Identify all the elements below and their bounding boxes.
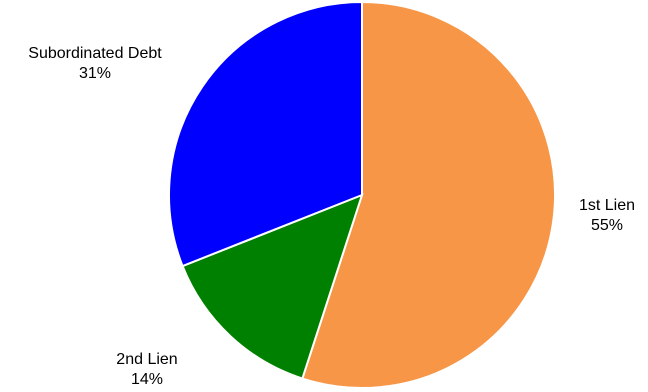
slice-label-1st-lien: 1st Lien 55% — [579, 197, 635, 234]
labels-layer: 1st Lien 55% 2nd Lien 14% Subordinated Debt 3… — [28, 45, 635, 388]
pie-slice-1st-lien — [301, 0, 556, 389]
slice-name-label: 1st Lien — [579, 197, 635, 214]
slices-layer — [168, 0, 556, 389]
slice-name-label: Subordinated Debt — [28, 45, 162, 62]
slice-label-2nd-lien: 2nd Lien 14% — [116, 351, 177, 388]
pie-slice-2nd-lien — [181, 193, 364, 380]
pie-slice-subordinated-debt — [168, 0, 363, 268]
slice-percent-label: 14% — [131, 371, 163, 388]
slice-percent-label: 55% — [591, 217, 623, 234]
slice-name-label: 2nd Lien — [116, 351, 177, 368]
slice-percent-label: 31% — [79, 65, 111, 82]
slice-label-subordinated-debt: Subordinated Debt 31% — [28, 45, 162, 82]
